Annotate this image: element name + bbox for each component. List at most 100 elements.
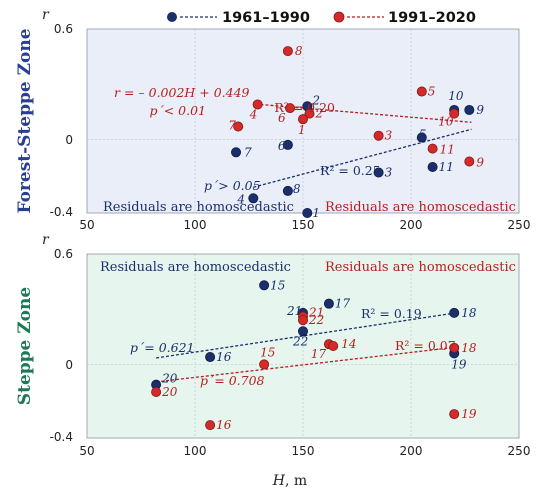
- point-label-1961-1990-20: 20: [161, 372, 178, 386]
- point-1961-1990-8: [282, 185, 293, 196]
- x-tick-100-forest: 100: [184, 218, 207, 232]
- y-tick-0-steppe: 0: [65, 358, 73, 372]
- p-value-red-steppe: p´= 0.708: [200, 373, 265, 388]
- r2-blue-steppe: R² = 0.19: [361, 306, 422, 321]
- point-label-1991-2020-10: 10: [438, 115, 454, 129]
- x-tick-50-forest: 50: [79, 218, 94, 232]
- point-1991-2020-20: [151, 386, 162, 397]
- trendline-1991-2020: [156, 346, 459, 383]
- y-tick-0.6-steppe: 0.6: [54, 247, 73, 261]
- point-label-1961-1990-22: 22: [292, 334, 308, 348]
- point-label-1961-1990-4: 4: [236, 192, 245, 206]
- point-1961-1990-6: [282, 139, 293, 150]
- legend-marker-1961-1990: [167, 12, 177, 22]
- point-label-1961-1990-11: 11: [439, 160, 454, 174]
- point-label-1991-2020-6: 6: [278, 111, 286, 125]
- point-label-1961-1990-9: 9: [476, 103, 484, 117]
- point-1991-2020-11: [427, 143, 438, 154]
- point-label-1961-1990-1: 1: [312, 206, 320, 220]
- panel-steppe: Steppe Zone r 0.6 0 -0.4 151721221620181…: [15, 232, 520, 444]
- point-1961-1990-3: [373, 167, 384, 178]
- point-1991-2020-15: [259, 359, 270, 370]
- r2-blue-forest-steppe: R² = 0.25: [320, 163, 381, 178]
- legend-label-1961-1990: 1961–1990: [222, 10, 310, 26]
- point-1991-2020-5: [416, 86, 427, 97]
- point-1991-2020-10: [449, 108, 460, 119]
- p-value-blue-steppe: p´= 0.621: [130, 340, 194, 355]
- y-tick-0.6-forest: 0.6: [54, 22, 73, 36]
- point-1961-1990-4: [248, 193, 259, 204]
- point-1991-2020-9: [464, 156, 475, 167]
- r2-red-forest-steppe: R² = 0.20: [274, 100, 335, 115]
- point-label-1991-2020-18: 18: [461, 341, 477, 355]
- point-label-1991-2020-1: 1: [298, 123, 306, 137]
- point-1961-1990-18: [449, 307, 460, 318]
- point-1961-1990-7: [231, 147, 242, 158]
- point-1961-1990-11: [427, 161, 438, 172]
- point-1961-1990-15: [259, 280, 270, 291]
- point-label-1991-2020-21: 21: [308, 306, 324, 320]
- point-1961-1990-16: [205, 352, 216, 363]
- y-axis-label-forest-steppe: r: [42, 7, 50, 23]
- r2-red-steppe: R² = 0.07: [395, 338, 456, 353]
- x-tick-200-forest: 200: [400, 218, 423, 232]
- point-1991-2020-22: [297, 315, 308, 326]
- y-axis-label-steppe: r: [42, 232, 50, 248]
- y-tick-neg0.4-forest: -0.4: [50, 205, 73, 219]
- point-label-1991-2020-8: 8: [295, 44, 303, 58]
- point-1991-2020-18: [449, 342, 460, 353]
- point-label-1991-2020-2: 2: [314, 107, 323, 121]
- point-1991-2020-3: [373, 130, 384, 141]
- residuals-red-forest-steppe: Residuals are homoscedastic: [325, 200, 516, 215]
- point-1961-1990-22: [297, 326, 308, 337]
- point-label-1961-1990-17: 17: [335, 297, 351, 311]
- point-1961-1990-9: [464, 104, 475, 115]
- x-tick-100-steppe: 100: [184, 444, 207, 458]
- panel-forest-steppe: Forest-Steppe Zone r 0.6 0 -0.4 7 6214835…: [15, 7, 520, 220]
- point-label-1961-1990-18: 18: [461, 306, 477, 320]
- legend-label-1991-2020: 1991–2020: [388, 10, 476, 26]
- point-1991-2020-16: [205, 420, 216, 431]
- point-1991-2020-2: [304, 108, 315, 119]
- point-label-1961-1990-16: 16: [216, 350, 232, 364]
- zone-title-steppe: Steppe Zone: [15, 287, 35, 406]
- point-label-1961-1990-19: 19: [451, 357, 467, 371]
- point-label-1991-2020-4: 4: [249, 107, 258, 121]
- point-label-1961-1990-5: 5: [419, 128, 427, 142]
- y-tick-0-forest: 0: [65, 133, 73, 147]
- trendline-1961-1990: [253, 128, 472, 188]
- point-label-1991-2020-19: 19: [461, 407, 477, 421]
- point-1961-1990-5: [416, 132, 427, 143]
- point-label-1991-2020-20: 20: [161, 385, 178, 399]
- point-label-1961-1990-3: 3: [385, 166, 393, 180]
- x-tick-150-forest: 150: [292, 218, 315, 232]
- point-label-1991-2020-3: 3: [385, 129, 393, 143]
- point-1991-2020-6: [285, 103, 296, 114]
- zone-title-forest-steppe: Forest-Steppe Zone: [15, 28, 35, 213]
- point-1991-2020-8: [282, 46, 293, 57]
- point-label-1991-2020-5: 5: [428, 85, 436, 99]
- p-value-red-forest-steppe: p´< 0.01: [149, 103, 206, 118]
- point-label-1991-2020-14: 14: [341, 337, 356, 351]
- point-1991-2020-7: [233, 121, 244, 132]
- residuals-blue-forest-steppe: Residuals are homoscedastic: [103, 200, 294, 215]
- x-tick-50-steppe: 50: [79, 444, 94, 458]
- point-label-1991-2020-17: 17: [311, 347, 327, 361]
- point-label-1991-2020-11: 11: [440, 143, 455, 157]
- x-tick-200-steppe: 200: [400, 444, 423, 458]
- point-label-1961-1990-21: 21: [286, 304, 302, 318]
- equation-forest-steppe: r = – 0.002H + 0.449: [114, 85, 250, 100]
- x-tick-250-forest: 250: [508, 218, 531, 232]
- point-label-1961-1990-7: 7: [244, 145, 252, 159]
- x-axis-label: H, m: [272, 473, 307, 489]
- point-1961-1990-1: [302, 207, 313, 218]
- trendlines-steppe: [156, 311, 459, 383]
- point-label-1961-1990-10: 10: [448, 89, 464, 103]
- x-tick-150-steppe: 150: [292, 444, 315, 458]
- point-label-1991-2020-9: 9: [476, 155, 484, 169]
- point-1991-2020-1: [297, 114, 308, 125]
- y-tick-neg0.4-steppe: -0.4: [50, 430, 73, 444]
